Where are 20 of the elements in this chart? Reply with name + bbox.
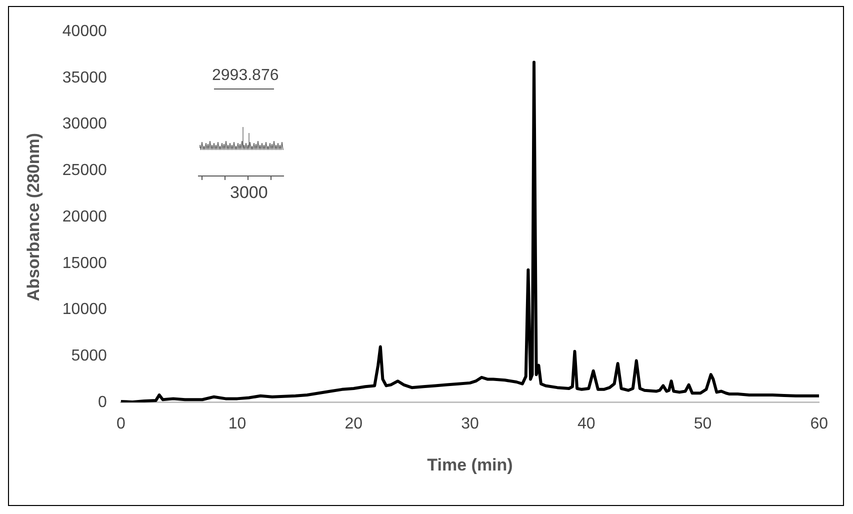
- y-tick-label: 20000: [62, 208, 107, 226]
- y-tick-label: 5000: [71, 347, 107, 364]
- y-tick-label: 30000: [62, 116, 107, 133]
- x-tick-label: 40: [577, 415, 596, 432]
- annotation: 3000: [230, 183, 268, 203]
- y-tick-label: 15000: [62, 254, 107, 272]
- y-tick-label: 40000: [62, 23, 107, 40]
- x-tick-label: 50: [694, 415, 712, 432]
- y-tick-label: 25000: [62, 162, 107, 180]
- y-tick-label: 0: [98, 394, 107, 411]
- y-tick-label: 10000: [62, 301, 107, 318]
- x-tick-label: 10: [228, 415, 246, 432]
- x-tick-label: 20: [344, 415, 363, 432]
- x-axis-title: Time (min): [427, 455, 513, 474]
- y-axis-title: Absorbance (280nm): [24, 132, 43, 302]
- x-tick-label: 60: [810, 415, 828, 432]
- x-tick-label: 0: [116, 415, 126, 432]
- annotation: 2993.876: [212, 67, 279, 85]
- x-tick-label: 30: [461, 415, 479, 432]
- y-tick-label: 35000: [62, 69, 107, 86]
